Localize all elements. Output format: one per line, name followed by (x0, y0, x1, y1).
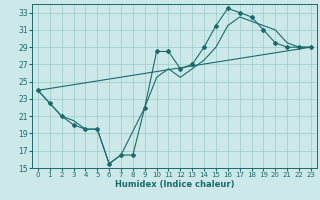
X-axis label: Humidex (Indice chaleur): Humidex (Indice chaleur) (115, 180, 234, 189)
